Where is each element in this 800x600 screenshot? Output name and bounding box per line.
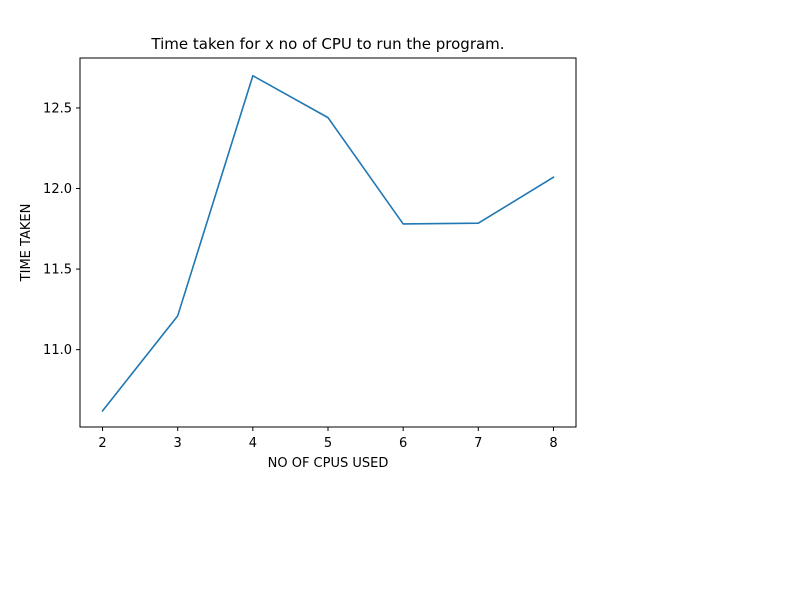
y-axis-label: TIME TAKEN	[19, 204, 34, 283]
x-tick-label: 3	[174, 436, 182, 451]
x-axis-label: NO OF CPUS USED	[268, 456, 389, 471]
x-tick-label: 7	[474, 436, 482, 451]
y-tick-label: 12.5	[43, 101, 72, 116]
x-tick-label: 5	[324, 436, 332, 451]
plot-area-frame	[79, 57, 577, 428]
series-layer	[101, 74, 555, 413]
x-tick-label: 8	[549, 436, 557, 451]
x-tick-label: 2	[98, 436, 106, 451]
x-tick-label: 6	[399, 436, 407, 451]
series-line-0	[101, 74, 555, 413]
y-tick-label: 12.0	[43, 182, 72, 197]
y-tick-label: 11.0	[43, 343, 72, 358]
chart-title: Time taken for x no of CPU to run the pr…	[150, 35, 504, 53]
x-axis-ticks: 2 3 4 5 6 7 8	[98, 427, 558, 451]
x-tick-label: 4	[249, 436, 257, 451]
y-axis-ticks: 11.0 11.5 12.0 12.5	[43, 101, 80, 358]
y-tick-label: 11.5	[43, 263, 72, 278]
